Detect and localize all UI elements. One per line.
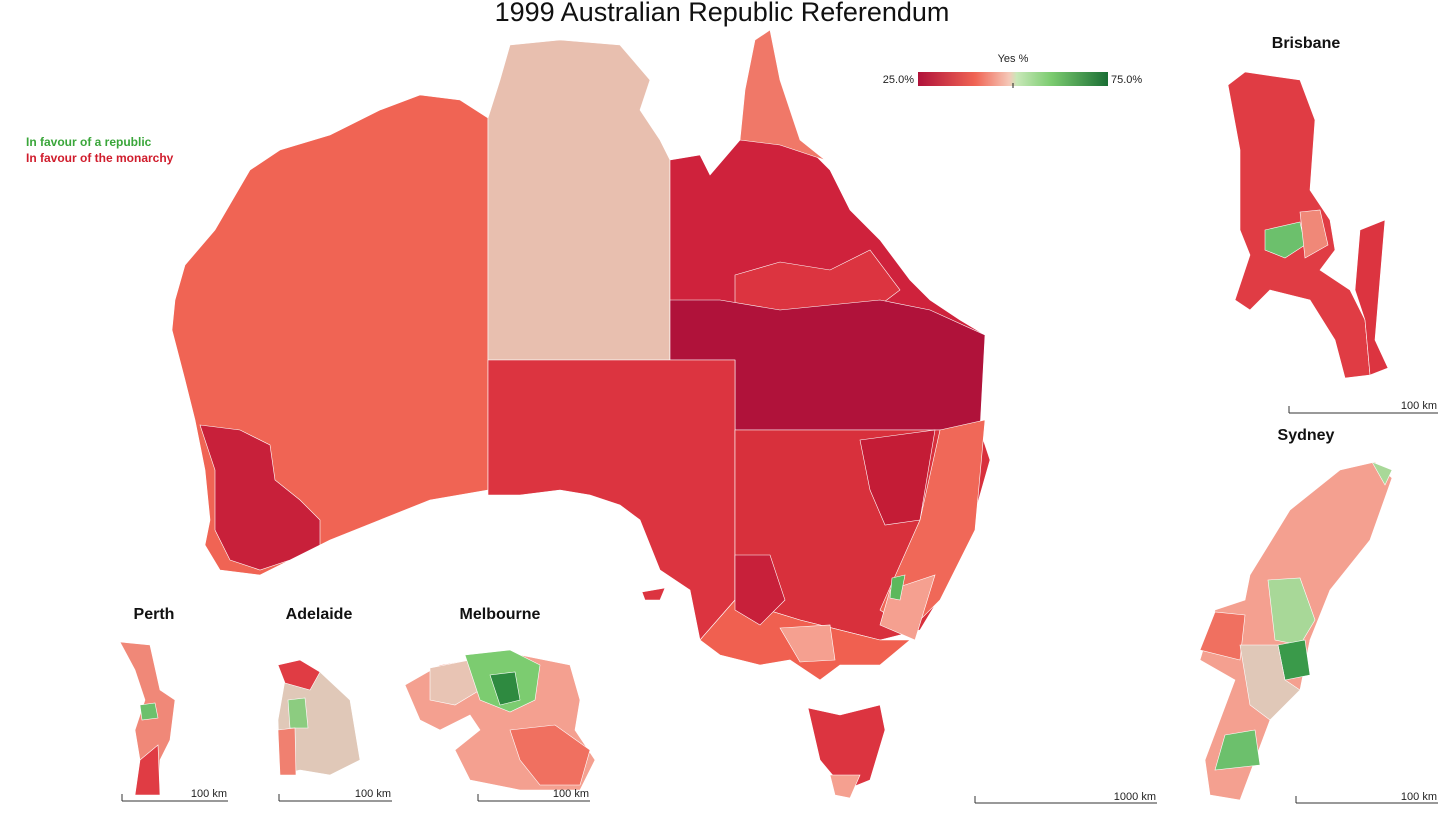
colorbar-min: 25.0%	[883, 74, 914, 86]
scale-label: 100 km	[1401, 791, 1437, 803]
colorbar-max: 75.0%	[1111, 74, 1142, 86]
scale-label: 1000 km	[1114, 791, 1156, 803]
region	[734, 554, 786, 626]
region	[807, 704, 886, 791]
region	[487, 359, 736, 641]
title: 1999 Australian Republic Referendum	[495, 0, 950, 27]
inset-melbourne	[404, 649, 596, 791]
scale-label: 100 km	[355, 788, 391, 800]
region	[641, 587, 666, 601]
region	[1214, 729, 1261, 771]
region	[779, 624, 836, 663]
inset-perth	[119, 641, 176, 796]
inset-adelaide	[277, 659, 361, 776]
region	[277, 727, 297, 776]
region	[277, 659, 321, 691]
region	[134, 744, 161, 796]
region	[199, 424, 321, 571]
inset-sydney	[1199, 461, 1393, 801]
region	[1239, 644, 1301, 721]
scale-label: 100 km	[191, 788, 227, 800]
region	[287, 697, 309, 729]
region	[739, 29, 826, 161]
region	[1371, 461, 1393, 486]
colorbar-title: Yes %	[998, 53, 1029, 65]
inset-title: Perth	[134, 606, 175, 623]
region	[1264, 221, 1306, 259]
colorbar	[918, 72, 1108, 86]
inset-title: Adelaide	[286, 606, 353, 623]
region	[139, 702, 159, 721]
legend-republic: In favour of a republic	[26, 135, 152, 149]
region	[879, 419, 986, 631]
region	[509, 724, 591, 786]
region	[1299, 209, 1329, 259]
inset-brisbane	[1227, 71, 1389, 379]
inset-title: Melbourne	[460, 606, 541, 623]
region	[1267, 577, 1316, 646]
scale-label: 100 km	[1401, 400, 1437, 412]
region	[489, 671, 521, 706]
inset-title: Brisbane	[1272, 35, 1341, 52]
region	[829, 774, 861, 799]
legend-monarchy: In favour of the monarchy	[26, 151, 174, 165]
region	[889, 574, 906, 601]
inset-title: Sydney	[1278, 427, 1335, 444]
region	[1354, 219, 1389, 376]
region	[487, 39, 671, 361]
region	[859, 429, 936, 526]
region	[1199, 611, 1246, 661]
region	[429, 659, 481, 706]
scale-label: 100 km	[553, 788, 589, 800]
australia	[171, 29, 991, 799]
